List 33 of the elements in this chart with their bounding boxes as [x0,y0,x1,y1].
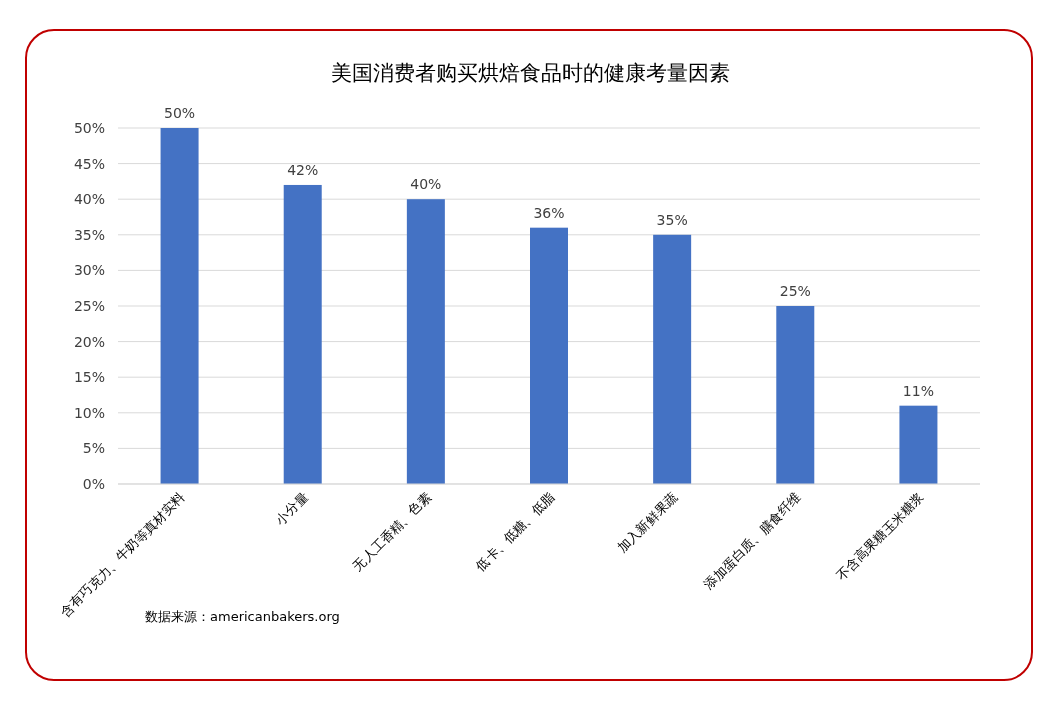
y-tick-label: 35% [73,226,105,243]
data-label: 36% [533,204,565,221]
y-tick-label: 40% [73,191,105,208]
data-label: 40% [410,176,442,193]
x-tick-label: 无人工香精、色素 [349,489,434,574]
bar [776,306,815,484]
x-tick-label: 低卡、低糖、低脂 [472,489,558,574]
data-label: 42% [287,161,319,178]
bar [899,405,938,484]
x-tick-label: 添加蛋白质、膳食纤维 [700,489,804,593]
data-label: 25% [779,283,811,299]
y-tick-label: 25% [73,298,105,314]
x-tick-label: 加入新鲜果蔬 [614,489,681,556]
bar [160,128,199,484]
x-tick-label: 不含高果糖玉米糖浆 [833,489,927,583]
y-tick-label: 50% [73,120,105,136]
bar [530,227,568,484]
bar [406,199,445,484]
y-tick-label: 0% [82,476,105,492]
chart-title: 美国消费者购买烘焙食品时的健康考量因素 [330,61,730,85]
bar [283,184,322,484]
y-tick-label: 5% [82,440,105,457]
bar [653,234,692,484]
data-label: 50% [164,105,196,121]
y-tick-label: 15% [73,369,105,386]
data-label: 35% [656,211,688,228]
y-tick-label: 10% [73,404,105,421]
source-note: 数据来源：americanbakers.org [145,609,340,624]
y-tick-label: 45% [73,155,105,172]
x-tick-label: 小分量 [272,489,311,528]
y-tick-label: 20% [73,333,105,350]
data-label: 11% [902,382,934,399]
y-tick-label: 30% [73,262,105,279]
